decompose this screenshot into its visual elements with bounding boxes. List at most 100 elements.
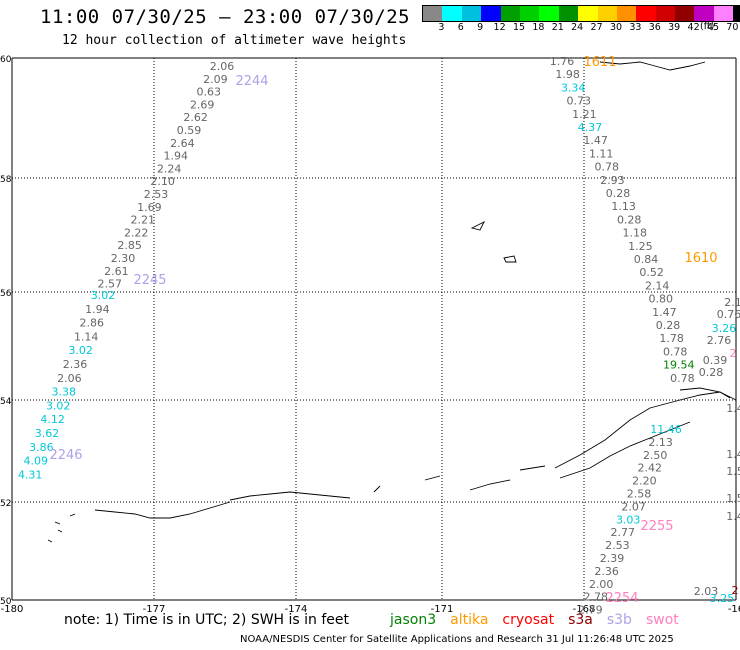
island-b [503, 255, 517, 263]
pass-label: 2255 [640, 519, 673, 534]
wave-height-value: 2.77 [611, 526, 636, 539]
wave-height-value: 2.36 [63, 358, 88, 371]
wave-height-value: 4.37 [578, 121, 603, 134]
color-swatch [558, 6, 579, 21]
legend-item-jason3: jason3 [390, 612, 437, 628]
color-swatch [636, 6, 656, 21]
wave-height-value: 1.4 [726, 448, 740, 461]
wave-height-value: 2.39 [600, 552, 625, 565]
legend-item-s3a: s3a [568, 612, 593, 628]
map-grid [11, 57, 737, 601]
color-tick-label: 45 [706, 22, 720, 33]
color-swatch [500, 6, 520, 21]
wave-height-value: 3.38 [52, 386, 77, 399]
pass-label: 2246 [49, 448, 82, 463]
color-swatch [733, 6, 740, 21]
wave-height-value: 3.02 [68, 344, 93, 357]
color-swatch [539, 6, 559, 21]
wave-height-value: 2.00 [589, 578, 614, 591]
color-tick-label: 12 [493, 22, 506, 33]
wave-height-value: 0.52 [639, 266, 664, 279]
wave-height-value: 2.13 [648, 436, 673, 449]
wave-height-value: 0.28 [656, 319, 681, 332]
wave-height-value: 2.36 [594, 565, 619, 578]
wave-height-value: 0.28 [699, 366, 724, 379]
color-tick-label: 24 [571, 22, 584, 33]
pass-label: 2244 [235, 74, 268, 89]
legend-item-swot: swot [645, 612, 679, 628]
wave-height-value: 0.78 [663, 345, 688, 358]
latitude-label: 52 [0, 499, 11, 509]
wave-height-value: 2.76 [707, 334, 732, 347]
color-swatch [713, 6, 734, 21]
latitude-label: 50 [0, 597, 12, 607]
color-tick-label: 27 [590, 22, 603, 33]
wave-height-value: 1.11 [589, 147, 614, 160]
wave-height-value: 2.24 [157, 162, 182, 175]
color-tick-label: 3 [438, 22, 445, 33]
color-tick-label: 18 [532, 22, 545, 33]
wave-height-value: 0.73 [567, 95, 592, 108]
wave-height-value: 2.20 [632, 475, 657, 488]
wave-height-value: 0.84 [634, 253, 659, 266]
latitude-label: 60 [0, 55, 12, 65]
wave-height-value: 1.5 [726, 465, 740, 478]
wave-height-value: 1.47 [583, 134, 608, 147]
wave-height-value: 2.50 [643, 449, 668, 462]
wave-height-value: 2.93 [600, 174, 625, 187]
wave-height-value: 3.02 [46, 399, 71, 412]
coastline [47, 61, 737, 543]
color-tick-label: 30 [609, 22, 623, 33]
color-tick-label: 36 [648, 22, 661, 33]
wave-height-value: 2.42 [638, 462, 663, 475]
wave-height-value: 2.21 [131, 214, 156, 227]
longitude-label: -180 [1, 604, 24, 615]
wave-height-value: 1.76 [550, 55, 575, 68]
latitude-label: 58 [0, 175, 12, 185]
wave-height-value: 2.30 [111, 252, 136, 265]
wave-height-value: 1.13 [611, 200, 636, 213]
wave-height-value: 11.46 [650, 423, 682, 436]
pass-label: 2245 [133, 273, 166, 288]
wave-height-value: 0.28 [617, 213, 642, 226]
small-islets [47, 513, 76, 543]
wave-height-value: 4.09 [24, 455, 49, 468]
color-tick-label: 15 [512, 22, 526, 33]
color-tick-label: 9 [477, 22, 484, 33]
wave-height-value: 1.98 [555, 68, 580, 81]
wave-height-value: 2.53 [144, 188, 169, 201]
color-swatch [616, 6, 637, 21]
color-tick-label: 70 [726, 22, 739, 33]
wave-height-value: 0.59 [177, 124, 202, 137]
wave-height-value: 3.25 [710, 592, 735, 605]
wave-height-value: 2.53 [605, 539, 630, 552]
wave-height-value: 2.14 [645, 279, 670, 292]
color-swatch [597, 6, 617, 21]
wave-height-value: 2.58 [627, 488, 652, 501]
color-swatch [578, 6, 598, 21]
alaska-east-fragment [679, 387, 737, 401]
island-a [470, 220, 486, 231]
wave-height-value: 1.18 [623, 227, 648, 240]
page-title: 11:00 07/30/25 — 23:00 07/30/25 [40, 6, 411, 28]
color-swatch [481, 6, 501, 21]
wave-height-value: 2.85 [117, 239, 142, 252]
page-subtitle: 12 hour collection of altimeter wave hei… [62, 33, 407, 48]
color-tick-label: 21 [551, 22, 564, 33]
legend-item-altika: altika [450, 612, 489, 628]
color-swatch [694, 6, 714, 21]
wave-height-value: 2.78 [584, 591, 609, 604]
peninsula-lower [559, 421, 691, 479]
color-tick-label: 39 [668, 22, 681, 33]
wave-height-value: 0.63 [197, 86, 222, 99]
wave-height-value: 2.64 [170, 137, 195, 150]
latitude-label: 56 [0, 289, 12, 299]
wave-height-value: 2.03 [694, 585, 719, 598]
wave-height-value: 2.1 [724, 296, 740, 309]
wave-height-value: 2.86 [80, 317, 105, 330]
wave-height-value: 2.79 [578, 604, 603, 617]
wave-height-value: 0.28 [606, 187, 631, 200]
wave-height-value: 0.78 [595, 161, 620, 174]
wave-height-value: 3.26 [712, 322, 737, 335]
alaska-peninsula [554, 391, 731, 469]
